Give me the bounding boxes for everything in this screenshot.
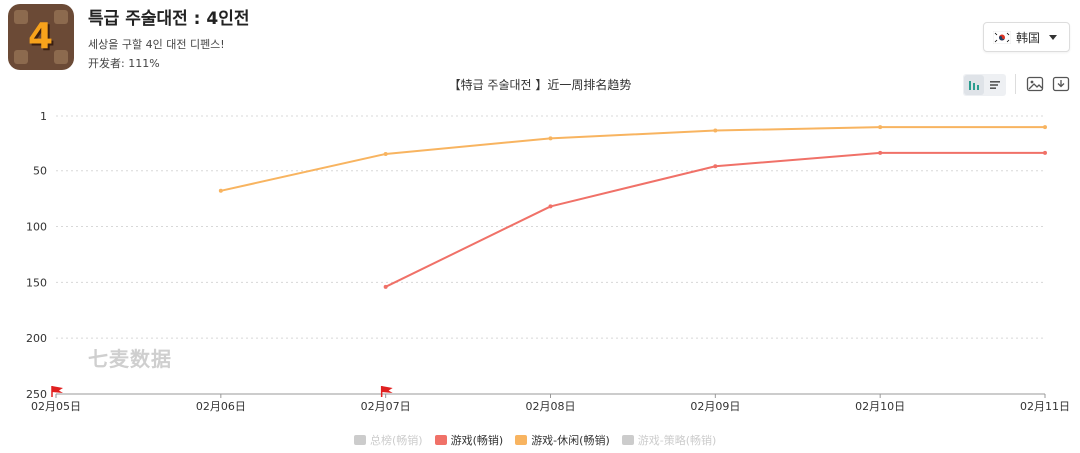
app-title: 특급 주술대전 : 4인전	[88, 9, 250, 29]
data-point	[878, 150, 883, 155]
y-tick-label: 200	[26, 332, 47, 345]
legend-label: 游戏(畅销)	[450, 434, 504, 447]
image-icon[interactable]	[1025, 74, 1045, 94]
y-tick-label: 50	[33, 165, 47, 178]
data-point	[713, 164, 718, 169]
x-tick-label: 02月10日	[855, 400, 905, 413]
x-tick-label: 02月06日	[196, 400, 246, 413]
toolbar-divider	[1015, 74, 1016, 94]
data-point	[383, 151, 388, 156]
x-tick-label: 02月09日	[690, 400, 740, 413]
data-point	[548, 204, 553, 209]
x-tick-label: 02月08日	[526, 400, 576, 413]
flag-body	[381, 386, 393, 393]
app-icon: 4	[8, 4, 74, 70]
series-line	[220, 126, 1045, 192]
y-tick-label: 100	[26, 221, 47, 234]
data-point	[1043, 150, 1047, 155]
chevron-down-icon	[1049, 34, 1058, 40]
app-icon-digit: 4	[28, 16, 54, 57]
country-label: 韩国	[1016, 30, 1041, 45]
legend-swatch	[434, 435, 447, 445]
app-subtitle: 세상을 구할 4인 대전 디펜스!	[88, 38, 225, 51]
legend-label: 游戏-策略(畅销)	[637, 434, 717, 447]
data-point	[218, 188, 223, 193]
legend-label: 总榜(畅销)	[370, 434, 423, 447]
y-tick-label: 150	[26, 276, 47, 289]
data-point	[878, 125, 883, 130]
legend-item[interactable]: 游戏-休闲(畅销)	[515, 432, 610, 448]
legend-swatch	[515, 435, 528, 445]
x-tick-label: 02月05日	[31, 400, 81, 413]
south-korea-flag-icon	[993, 30, 1011, 44]
flag-body	[52, 386, 63, 393]
event-flag-icon	[51, 386, 63, 397]
x-tick-label: 02月11日	[1020, 400, 1070, 413]
chart-toolbar	[963, 74, 1071, 96]
chart-legend: 总榜(畅销) 游戏(畅销) 游戏-休闲(畅销) 游戏-策略(畅销)	[354, 432, 716, 448]
download-icon[interactable]	[1051, 74, 1071, 94]
x-tick-label: 02月07日	[361, 400, 411, 413]
watermark: 七麦数据	[88, 347, 172, 371]
event-flag-icon	[380, 386, 393, 397]
y-tick-label: 1	[40, 110, 47, 123]
legend-swatch	[354, 435, 366, 445]
data-point	[713, 128, 718, 133]
legend-item[interactable]: 总榜(畅销)	[354, 432, 423, 448]
data-point	[1043, 125, 1047, 130]
developer-label: 开发者: 111%	[88, 57, 160, 70]
list-icon[interactable]	[985, 75, 1005, 95]
series-line	[385, 151, 1045, 288]
chart-title: 【特급 주술대전 】近一周排名趋势	[448, 78, 632, 92]
data-point	[548, 136, 553, 141]
legend-item[interactable]: 游戏-策略(畅销)	[621, 432, 717, 448]
legend-item[interactable]: 游戏(畅销)	[434, 432, 504, 448]
y-tick-label: 250	[26, 388, 47, 401]
data-point	[383, 284, 388, 289]
bar-chart-icon[interactable]	[964, 75, 984, 95]
country-select[interactable]: 韩国	[983, 22, 1070, 52]
legend-swatch	[621, 435, 634, 445]
view-toggle	[963, 74, 1006, 96]
legend-label: 游戏-休闲(畅销)	[531, 434, 610, 447]
